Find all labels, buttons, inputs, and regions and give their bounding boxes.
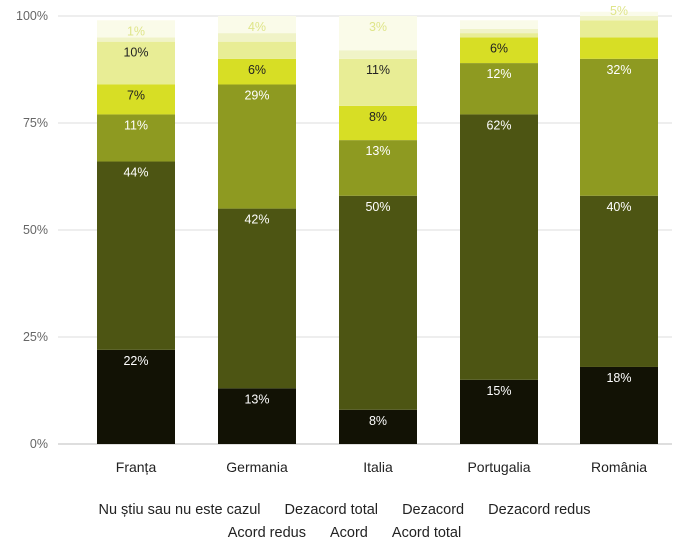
bar-segment (460, 379, 538, 444)
data-label: 10% (123, 46, 148, 60)
bar-segment (460, 33, 538, 38)
legend-item: Acord total (391, 525, 462, 541)
legend-item: Dezacord redus (488, 502, 591, 518)
bar-segment (218, 16, 296, 34)
data-label: 32% (606, 63, 631, 77)
legend-row-2: Acord redus Acord Acord total (0, 525, 689, 541)
bar-segment (339, 409, 417, 444)
bar-segment (339, 140, 417, 196)
bar-segment (460, 63, 538, 115)
data-label: 44% (123, 166, 148, 180)
bar-segment (580, 366, 658, 444)
bar-segment (97, 161, 175, 350)
bar-segment (339, 195, 417, 410)
data-label: 5% (610, 4, 628, 18)
bar-segment (97, 84, 175, 115)
data-label: 50% (365, 200, 390, 214)
bar-segment (460, 37, 538, 64)
bar-segment (580, 20, 658, 38)
data-label: 13% (244, 392, 269, 406)
x-tick-label: România (591, 459, 647, 475)
y-tick-label: 25% (23, 330, 48, 344)
data-label: 4% (248, 20, 266, 34)
x-tick-label: Portugalia (467, 459, 530, 475)
data-label: 8% (369, 110, 387, 124)
data-label: 8% (369, 414, 387, 428)
bar-segment (97, 37, 175, 42)
data-label: 11% (124, 118, 148, 132)
y-tick-label: 100% (16, 9, 48, 23)
bar-segment (97, 349, 175, 444)
legend-item: Nu știu sau nu este cazul (98, 502, 261, 518)
bar-segment (460, 20, 538, 29)
bar-segment (218, 388, 296, 444)
bar-segment (218, 208, 296, 389)
data-label: 13% (365, 144, 390, 158)
bar-segment (580, 37, 658, 59)
bar-segment (97, 114, 175, 162)
data-label: 18% (606, 371, 631, 385)
data-label: 12% (486, 67, 511, 81)
bar-segment (339, 58, 417, 106)
bar-segment (97, 41, 175, 85)
stacked-bar-chart: 0% 25% 50% 75% 100% 22% 44% 11% 7% 10% 1% Franța 13%… (16, 4, 672, 475)
y-tick-label: 50% (23, 223, 48, 237)
bar-segment (580, 195, 658, 367)
bar-segment (218, 41, 296, 59)
y-tick-label: 0% (30, 437, 48, 451)
data-label: 7% (127, 88, 145, 102)
data-label: 6% (490, 41, 508, 55)
legend-row-1: Nu știu sau nu este cazul Dezacord total… (0, 502, 689, 518)
y-tick-label: 75% (23, 116, 48, 130)
bar-segment (339, 16, 417, 51)
bar-segment (218, 84, 296, 209)
bar-segment (339, 50, 417, 59)
legend-item: Acord redus (227, 525, 306, 541)
data-label: 15% (486, 384, 511, 398)
bar-segment (580, 16, 658, 21)
x-tick-label: Franța (116, 459, 157, 475)
bar-segment (339, 105, 417, 141)
data-label: 6% (248, 63, 266, 77)
bar-segment (218, 58, 296, 85)
legend-item: Dezacord (402, 502, 465, 518)
data-label: 62% (486, 118, 511, 132)
data-label: 29% (244, 88, 269, 102)
data-label: 40% (606, 200, 631, 214)
data-label: 11% (366, 63, 390, 77)
legend-item: Acord (329, 525, 368, 541)
bar-segment (580, 11, 658, 16)
bar-segment (218, 33, 296, 42)
data-label: 42% (244, 213, 269, 227)
data-label: 3% (369, 20, 387, 34)
legend-item: Dezacord total (284, 502, 379, 518)
bar-segment (460, 28, 538, 34)
bar-segment (580, 58, 658, 196)
data-label: 22% (123, 354, 148, 368)
x-tick-label: Germania (226, 459, 288, 475)
bar-segment (460, 114, 538, 380)
x-tick-label: Italia (363, 459, 393, 475)
bar-segment (97, 20, 175, 38)
data-label: 1% (127, 24, 145, 38)
